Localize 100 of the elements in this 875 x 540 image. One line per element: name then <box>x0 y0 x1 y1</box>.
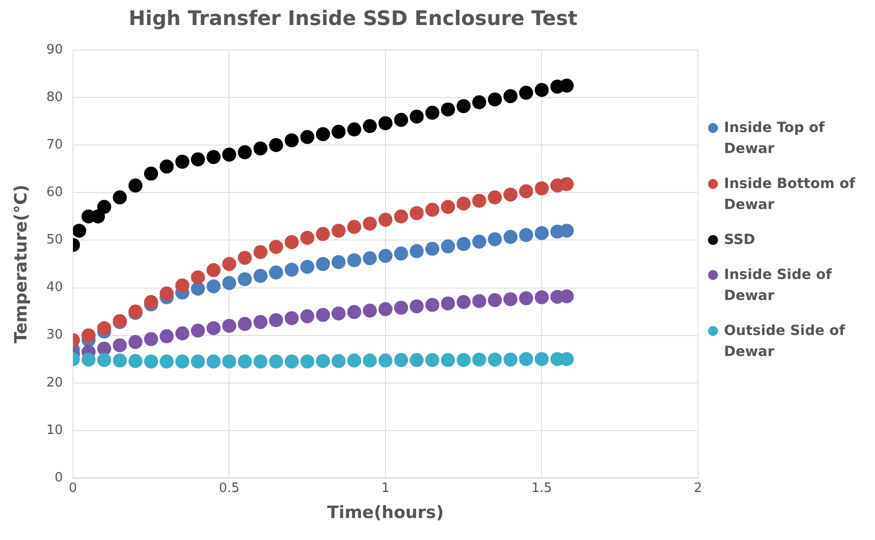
point <box>238 272 252 286</box>
y-tick-label: 30 <box>46 328 63 343</box>
point <box>440 200 455 214</box>
point <box>534 290 549 304</box>
point <box>160 329 174 344</box>
point <box>440 102 455 116</box>
point <box>347 354 362 368</box>
point <box>97 342 112 356</box>
point <box>253 268 268 283</box>
point <box>112 190 127 204</box>
point <box>269 266 284 280</box>
point <box>206 354 221 368</box>
point <box>269 354 284 368</box>
point <box>160 286 174 300</box>
point <box>410 353 424 368</box>
point <box>190 324 205 338</box>
point <box>456 237 471 252</box>
point <box>425 298 440 312</box>
point <box>534 82 549 97</box>
point <box>112 354 127 368</box>
y-tick-label: 40 <box>46 280 63 296</box>
y-axis-title: Temperature(°C) <box>12 184 32 344</box>
point <box>175 354 190 368</box>
x-tick-label: 0.5 <box>218 481 240 496</box>
point <box>82 352 96 367</box>
point <box>488 190 502 204</box>
point <box>488 232 502 246</box>
legend-label: Inside Top of Dewar <box>724 119 826 159</box>
point <box>519 291 534 306</box>
point <box>503 230 518 244</box>
x-tick-label: 1 <box>381 481 390 496</box>
point <box>503 292 518 306</box>
point <box>425 202 440 217</box>
point <box>253 141 268 156</box>
point <box>238 316 252 331</box>
point <box>456 196 471 211</box>
point <box>160 160 174 174</box>
point <box>190 354 205 368</box>
point <box>347 220 362 234</box>
y-tick-label: 90 <box>46 42 63 58</box>
point <box>394 112 408 127</box>
point <box>362 119 377 134</box>
point <box>560 289 574 304</box>
point <box>362 304 377 318</box>
point <box>190 270 205 284</box>
point <box>144 354 158 368</box>
point <box>222 148 236 162</box>
point <box>394 209 408 224</box>
point <box>394 353 408 368</box>
point <box>410 244 424 258</box>
point <box>410 299 424 314</box>
point <box>128 178 142 193</box>
point <box>175 278 190 292</box>
point <box>316 227 330 242</box>
point <box>378 116 392 130</box>
legend-label: Inside Side of Dewar <box>724 266 833 306</box>
point <box>206 321 221 336</box>
point <box>378 212 392 227</box>
legend-label: Inside Bottom of Dewar <box>724 175 856 215</box>
point <box>269 138 284 152</box>
point <box>253 315 268 330</box>
point <box>378 354 392 368</box>
point <box>560 177 574 192</box>
point <box>503 352 518 367</box>
point <box>440 239 455 254</box>
point <box>316 257 330 271</box>
point <box>332 224 346 238</box>
point <box>332 306 346 320</box>
y-tick-label: 10 <box>46 422 63 438</box>
x-axis-title: Time(hours) <box>327 503 444 524</box>
point <box>206 279 221 294</box>
point <box>284 311 299 326</box>
point <box>253 245 268 260</box>
point <box>472 95 486 110</box>
point <box>206 263 221 278</box>
point <box>222 354 236 368</box>
point <box>222 318 236 333</box>
point <box>112 338 127 352</box>
point <box>519 86 534 100</box>
point <box>394 246 408 261</box>
point <box>440 353 455 368</box>
x-tick-label: 1.5 <box>531 481 552 496</box>
point <box>347 305 362 320</box>
point <box>269 313 284 328</box>
point <box>222 257 236 271</box>
point <box>300 130 314 144</box>
point <box>206 150 221 164</box>
point <box>284 262 299 277</box>
point <box>472 234 486 249</box>
point <box>238 250 252 265</box>
point <box>440 296 455 310</box>
point <box>284 133 299 148</box>
point <box>269 240 284 254</box>
y-tick-label: 80 <box>46 90 63 105</box>
point <box>378 302 392 316</box>
point <box>82 328 96 342</box>
point <box>519 184 534 198</box>
point <box>347 122 362 136</box>
y-tick-label: 60 <box>46 185 63 200</box>
point <box>284 235 299 250</box>
